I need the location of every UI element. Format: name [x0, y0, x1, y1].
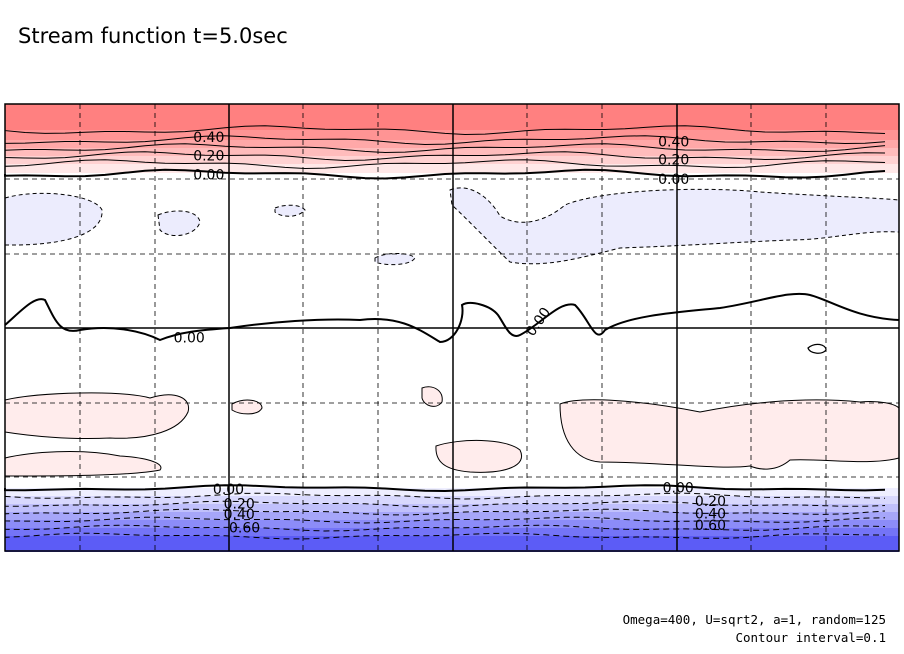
middle-zero-contour [4, 292, 900, 344]
top-zero-contour [4, 168, 886, 180]
negative-patch-2 [449, 187, 900, 265]
blue-band-1 [5, 496, 899, 504]
contour-label-13: 0.20 [695, 494, 726, 510]
bottom-contour-1 [4, 500, 886, 508]
contour-lines [4, 125, 900, 540]
positive-patch-4 [435, 439, 523, 473]
contour-labels: 0.400.200.000.400.200.000.00 0.000.000.20… [174, 130, 726, 537]
red-band-5 [5, 164, 899, 173]
contour-label-10: 0.40 [224, 507, 255, 523]
positive-patch-5 [559, 399, 900, 470]
contour-label-14: 0.40 [695, 506, 726, 522]
plot-frame [4, 103, 900, 552]
blue-band-2 [5, 504, 899, 512]
bottom-zero-contour [4, 484, 886, 493]
red-band-3 [5, 148, 899, 157]
top-contour-2 [4, 143, 886, 154]
grid-lines [5, 104, 899, 551]
blue-band-5 [5, 528, 899, 536]
top-contour-1 [4, 135, 886, 146]
blue-band-0 [5, 488, 899, 496]
contour-label-8: 0.00 [213, 482, 244, 498]
contour-label-2: 0.00 [193, 168, 224, 184]
top-contour-3 [4, 151, 886, 162]
contour-label-4: 0.20 [658, 152, 689, 168]
contour-label-3: 0.40 [658, 134, 689, 150]
positive-patch-0 [4, 392, 190, 440]
bottom-contour-0 [4, 492, 886, 500]
red-band-4 [5, 156, 899, 165]
bottom-contour-5 [4, 532, 886, 540]
contour-label-9: 0.20 [224, 497, 255, 513]
positive-patch-2 [421, 386, 443, 407]
red-band-1 [5, 130, 899, 141]
anomaly-patches [4, 187, 900, 477]
negative-patch-4 [274, 204, 306, 217]
negative-patch-0 [4, 192, 103, 246]
bottom-contour-2 [4, 508, 886, 516]
red-band-2 [5, 140, 899, 149]
parameter-note: Omega=400, U=sqrt2, a=1, random=125 [622, 612, 886, 627]
contour-interval-note: Contour interval=0.1 [735, 630, 886, 645]
top-contour-0 [4, 125, 886, 136]
contour-label-12: 0.00 [663, 480, 694, 496]
bottom-contour-4 [4, 524, 886, 532]
positive-patch-3 [4, 451, 162, 477]
contour-label-15: 0.60 [695, 518, 726, 534]
top-contour-4 [4, 159, 886, 170]
positive-patch-1 [231, 399, 263, 415]
negative-patch-3 [374, 253, 416, 266]
contour-label-5: 0.00 [658, 172, 689, 188]
chart-title: Stream function t=5.0sec [18, 24, 288, 48]
contour-label-7: 0.00 [523, 305, 554, 340]
blue-band-4 [5, 520, 899, 528]
red-band-0 [5, 104, 899, 131]
bottom-contour-3 [4, 516, 886, 524]
small-closed-contour [807, 343, 827, 354]
contour-label-1: 0.20 [193, 149, 224, 165]
contour-label-0: 0.40 [193, 130, 224, 146]
negative-patch-1 [157, 210, 201, 237]
contour-label-6: 0.00 [174, 331, 205, 347]
blue-band-3 [5, 512, 899, 520]
blue-band-6 [5, 536, 899, 552]
contour-label-11: 0.60 [229, 521, 260, 537]
